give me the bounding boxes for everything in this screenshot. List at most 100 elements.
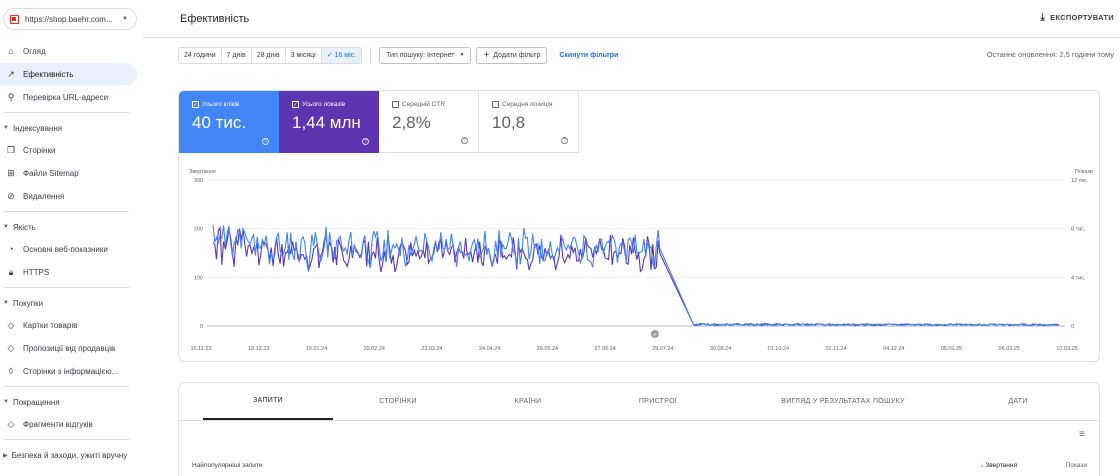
performance-chart[interactable]: Звертання Покази 0 100 200 300 0 4 тис. 8 тис… — [179, 153, 1100, 362]
x-tick-label: 26.05.24 — [537, 346, 558, 352]
metric-total-impressions[interactable]: ✓ Усього показів 1,44 млн ? — [279, 91, 379, 153]
x-tick-label: 19.01.24 — [306, 346, 327, 352]
sidebar-item-label: Файли Sitemap — [23, 168, 79, 178]
chevron-down-icon: ▼ — [122, 16, 128, 22]
sidebar-item-performance[interactable]: ↗ Ефективність — [0, 63, 137, 85]
sidebar-section-security[interactable]: ▶ Безпека й заходи, ужиті вручну — [0, 444, 143, 466]
metric-average-ctr[interactable]: Середній CTR 2,8% ? — [379, 91, 479, 153]
sidebar-item-label: HTTPS — [23, 267, 50, 277]
left-axis-label: Звертання — [189, 169, 216, 175]
home-icon: ⌂ — [8, 46, 14, 56]
tag-icon: ◊ — [8, 366, 14, 376]
help-icon[interactable]: ? — [362, 138, 369, 145]
dimension-tabs: ЗАПИТИ СТОРІНКИ КРАЇНИ ПРИСТРОЇ ВИГЛЯД У… — [179, 383, 1099, 421]
export-button[interactable]: ⤓ ЕКСПОРТУВАТИ — [1040, 12, 1114, 23]
lock-icon: 🔒︎ — [8, 266, 14, 277]
right-axis-ticks: 0 4 тис. 8 тис. 12 тис. — [1071, 178, 1089, 330]
sidebar-item-label: Фрагменти відгуків — [23, 419, 93, 429]
left-tick-label: 100 — [194, 275, 203, 281]
sidebar-item-url-inspection[interactable]: ⚲ Перевірка URL-адреси — [0, 86, 137, 108]
section-title: Якість — [12, 222, 36, 232]
sidebar-item-label: Перевірка URL-адреси — [23, 92, 109, 102]
sidebar-item-overview[interactable]: ⌂ Огляд — [0, 40, 137, 62]
add-filter-button[interactable]: + Додати фільтр — [476, 46, 548, 64]
range-24h-button[interactable]: 24 години — [179, 47, 222, 63]
x-tick-label: 05.01.25 — [941, 346, 962, 352]
range-3m-button[interactable]: 3 місяці — [286, 47, 322, 63]
checkbox-unchecked-icon — [392, 101, 399, 108]
metric-average-position[interactable]: Середня позиція 10,8 ? — [479, 91, 579, 153]
sidebar-item-product-snippets[interactable]: ◇ Картки товарів — [0, 314, 137, 336]
help-icon[interactable]: ? — [262, 138, 269, 145]
checkbox-checked-icon: ✓ — [292, 101, 299, 108]
filter-icon[interactable]: ≡ — [1079, 429, 1085, 440]
arrow-down-icon: ↓ — [980, 462, 986, 469]
x-tick-label: 18.12.23 — [248, 346, 269, 352]
x-tick-label: 23.03.24 — [421, 346, 442, 352]
diamond-icon: ◇ — [7, 342, 15, 353]
sidebar-section-indexing[interactable]: ▼ Індексування — [0, 117, 143, 139]
range-16m-button[interactable]: ✓ 16 міс. — [321, 47, 362, 63]
x-tick-label: 04.12.24 — [883, 346, 904, 352]
dimension-table-card: ЗАПИТИ СТОРІНКИ КРАЇНИ ПРИСТРОЇ ВИГЛЯД У… — [178, 382, 1100, 476]
tab-pages[interactable]: СТОРІНКИ — [379, 398, 417, 405]
right-tick-label: 4 тис. — [1071, 275, 1086, 281]
property-selector[interactable]: https://shop.baehr.com... ▼ — [3, 8, 137, 30]
sidebar-item-shopping-info[interactable]: ◊ Сторінки з інформацією... — [0, 360, 137, 382]
diamond-icon: ◇ — [7, 319, 15, 330]
search-type-filter[interactable]: Тип пошуку: Інтернет ▼ — [379, 46, 472, 64]
page-title: Ефективність — [180, 13, 250, 25]
plus-icon: + — [483, 49, 490, 61]
sidebar-section-quality[interactable]: ▼ Якість — [0, 216, 143, 238]
x-tick-label: 29.07.24 — [652, 346, 673, 352]
sidebar-item-label: Огляд — [23, 46, 46, 56]
sidebar-item-https[interactable]: 🔒︎ HTTPS — [0, 261, 137, 283]
help-icon[interactable]: ? — [561, 137, 568, 144]
tab-devices[interactable]: ПРИСТРОЇ — [638, 398, 678, 405]
checkbox-checked-icon: ✓ — [192, 101, 199, 108]
metric-value: 1,44 млн — [292, 113, 361, 132]
sidebar-item-core-web-vitals[interactable]: ◔ Основні веб-показники — [0, 238, 137, 260]
tab-queries[interactable]: ЗАПИТИ — [203, 383, 333, 420]
metric-label: Усього показів — [302, 101, 346, 108]
tab-search-appearance[interactable]: ВИГЛЯД У РЕЗУЛЬТАТАХ ПОШУКУ — [781, 398, 905, 405]
sidebar-item-pages[interactable]: ❐ Сторінки — [0, 139, 137, 161]
range-7d-button[interactable]: 7 днів — [222, 47, 252, 63]
column-label: Звертання — [985, 462, 1017, 469]
tab-countries[interactable]: КРАЇНИ — [514, 398, 542, 405]
tab-dates[interactable]: ДАТИ — [1008, 398, 1028, 405]
column-header-query: Найпопулярніші запити — [192, 462, 263, 469]
column-header-clicks[interactable]: ↓ Звертання — [980, 462, 1017, 469]
last-update-text: Останнє оновлення: 2,5 години тому — [986, 50, 1114, 59]
download-icon: ⤓ — [1040, 12, 1046, 23]
visibility-off-icon: ⊘ — [7, 190, 15, 201]
sidebar-item-sitemaps[interactable]: ⊞ Файли Sitemap — [0, 162, 137, 184]
performance-card: ✓ Усього кліків 40 тис. ? ✓ Усього показів… — [178, 90, 1100, 362]
expand-arrow-icon: ▶ — [3, 452, 8, 459]
annotation-dot — [650, 330, 659, 338]
annotation-marker[interactable]: + — [650, 330, 659, 339]
sidebar-item-review-snippets[interactable]: ◇ Фрагменти відгуків — [0, 413, 137, 435]
sidebar-item-removals[interactable]: ⊘ Видалення — [0, 185, 137, 207]
section-title: Покращення — [12, 397, 60, 407]
sidebar-item-label: Основні веб-показники — [23, 244, 108, 254]
column-header-impressions[interactable]: Покази — [1065, 462, 1087, 469]
search-icon: ⚲ — [7, 91, 15, 102]
filter-bar: 24 години 7 днів 28 днів 3 місяці ✓ 16 м… — [178, 46, 618, 64]
metric-total-clicks[interactable]: ✓ Усього кліків 40 тис. ? — [179, 91, 279, 153]
metric-label: Середній CTR — [402, 101, 446, 108]
reset-filters-link[interactable]: Скинути фільтри — [559, 51, 619, 59]
collapse-arrow-icon: ▼ — [3, 300, 9, 306]
x-tick-label: 20.02.24 — [363, 346, 384, 352]
sidebar-item-merchant-listings[interactable]: ◇ Пропозиції від продавців — [0, 337, 137, 359]
range-28d-button[interactable]: 28 днів — [252, 47, 286, 63]
range-label: 16 міс. — [334, 51, 357, 59]
x-tick-label: 24.04.24 — [479, 346, 500, 352]
sidebar-section-shopping[interactable]: ▼ Покупки — [0, 292, 143, 314]
right-tick-label: 8 тис. — [1071, 227, 1086, 233]
divider — [4, 287, 129, 288]
help-icon[interactable]: ? — [461, 137, 468, 144]
metric-value: 10,8 — [492, 113, 526, 132]
sidebar-section-enhancements[interactable]: ▼ Покращення — [0, 391, 143, 413]
